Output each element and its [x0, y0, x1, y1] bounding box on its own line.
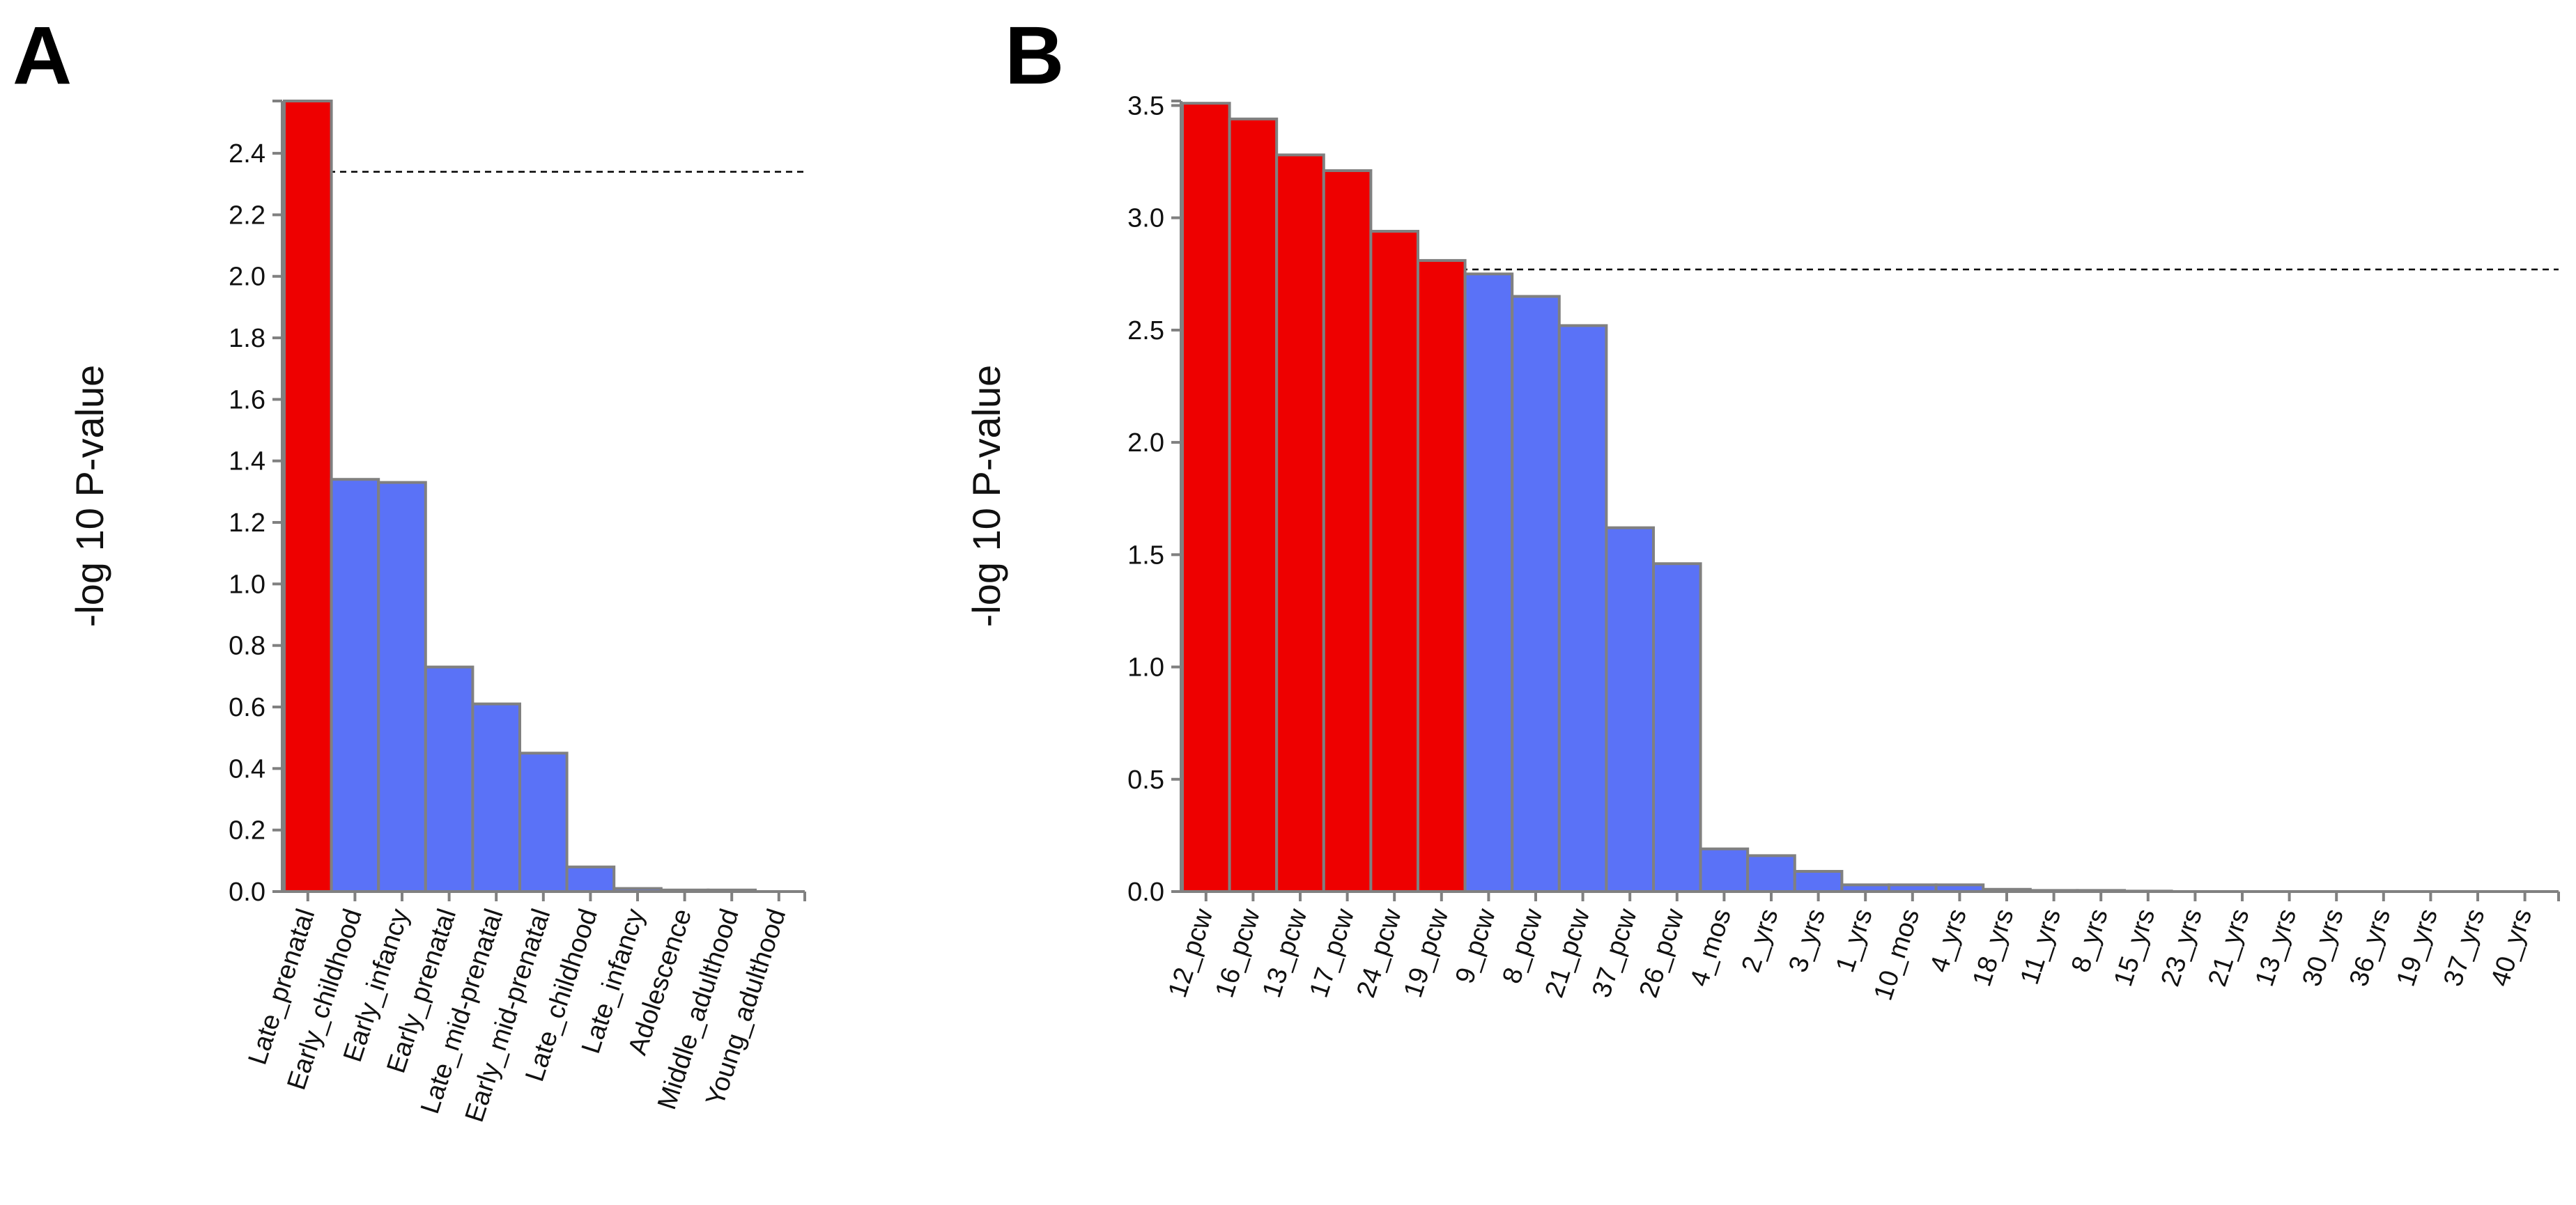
panel-b-y-tick-label: 2.0: [1127, 428, 1164, 458]
panel-a-y-tick-label: 1.4: [229, 447, 265, 476]
panel-b-bar: [1369, 230, 1420, 894]
panel-b-x-tick-label: 9_pcw: [1450, 905, 1502, 987]
panel-b-bar: [1463, 272, 1514, 893]
panel-a-y-tick-label: 2.4: [229, 139, 265, 169]
panel-b-x-tick-label: 21_yrs: [2203, 905, 2255, 990]
panel-b-y-tick-label: 1.5: [1127, 541, 1164, 570]
panel-b-x-tick-label: 40_yrs: [2485, 905, 2538, 990]
panel-a-y-tick-label: 0.6: [229, 693, 265, 722]
panel-b-x-tick-label: 2_yrs: [1736, 905, 1784, 976]
panel-a-y-tick-label: 0.2: [229, 816, 265, 846]
panel-b-bar: [1275, 153, 1325, 894]
panel-a-y-tick-label: 0.0: [229, 878, 265, 907]
panel-a-y-tick-label: 2.0: [229, 263, 265, 292]
panel-b-y-tick-label: 3.5: [1127, 91, 1164, 120]
panel-b-x-tick-label: 36_yrs: [2344, 905, 2396, 990]
panel-a-chart: A -log 10 P-value 0.0 0.2 0.4 0.6 0.8 1.0 1.2 1…: [13, 10, 806, 1126]
panel-b-bar: [1699, 847, 1750, 894]
panel-b-x-tick-label: 21_pcw: [1540, 905, 1596, 1001]
panel-b-x-tick-label: 8_yrs: [2066, 905, 2114, 976]
panel-b-x-tick-label: 19_pcw: [1398, 905, 1455, 1001]
panel-b-x-tick-label: 17_pcw: [1304, 905, 1361, 1001]
panel-b-chart: B -log 10 P-value 0.0 0.5 1.0 1.5 2.0 2.5 3.0 3…: [964, 10, 2560, 1004]
panel-b-bar: [1511, 295, 1561, 893]
panel-b-x-tick-label: 19_yrs: [2391, 905, 2444, 990]
panel-b-y-tick-label: 0.5: [1127, 765, 1164, 795]
panel-b-y-tick-label: 2.5: [1127, 316, 1164, 345]
panel-b-y-tick-label: 1.0: [1127, 653, 1164, 683]
panel-b-x-tick-label: 3_yrs: [1784, 905, 1832, 976]
panel-a-bar: [518, 752, 569, 894]
panel-a-letter: A: [13, 10, 72, 102]
panel-a-bar: [471, 702, 522, 893]
panel-b-x-tick-label: 16_pcw: [1210, 905, 1267, 1001]
panel-a-y-tick-label: 1.8: [229, 324, 265, 353]
panel-a-y-tick-label: 1.2: [229, 508, 265, 538]
panel-a-bar: [424, 665, 475, 893]
panel-b-x-tick-label: 8_pcw: [1497, 905, 1549, 987]
panel-a-y-tick-label: 0.4: [229, 754, 265, 784]
panel-b-y-axis-label: -log 10 P-value: [964, 365, 1008, 628]
panel-a-bar: [330, 478, 380, 893]
panel-b-x-tick-label: 10_mos: [1869, 905, 1926, 1004]
panel-b-x-tick-label: 23_yrs: [2156, 905, 2208, 990]
panel-b-x-tick-label: 18_yrs: [1967, 905, 2019, 990]
panel-b-x-tick-label: 15_yrs: [2108, 905, 2161, 990]
panel-b-bar: [1557, 324, 1608, 893]
panel-a-y-axis-label: -log 10 P-value: [68, 365, 111, 628]
panel-a-y-tick-label: 1.0: [229, 570, 265, 599]
panel-b-bar: [1181, 102, 1231, 893]
panel-b-bar: [1793, 869, 1844, 893]
panel-b-y-tick-label: 0.0: [1127, 878, 1164, 907]
panel-b-x-tick-label: 12_pcw: [1163, 905, 1219, 1001]
panel-b-bar: [1322, 169, 1373, 893]
panel-b-x-tick-label: 24_pcw: [1351, 905, 1407, 1001]
panel-b-x-tick-label: 26_pcw: [1634, 905, 1690, 1001]
panel-b-x-tick-label: 4_yrs: [1925, 905, 1973, 976]
panel-a-bar: [377, 481, 427, 893]
panel-a-y-tick-label: 0.8: [229, 632, 265, 661]
panel-a-bar: [565, 865, 616, 894]
panel-a-bar: [283, 100, 333, 893]
panel-b-x-tick-label: 30_yrs: [2297, 905, 2350, 990]
panel-b-bar: [1652, 562, 1702, 894]
panel-b-x-tick-label: 13_yrs: [2250, 905, 2302, 990]
panel-b-x-tick-label: 1_yrs: [1830, 905, 1879, 976]
panel-b-x-tick-label: 11_yrs: [2015, 905, 2067, 988]
panel-b-y-tick-label: 3.0: [1127, 204, 1164, 233]
panel-b-x-tick-label: 37_yrs: [2438, 905, 2490, 990]
panel-b-bar: [1228, 117, 1279, 894]
panel-b-bar: [1746, 854, 1796, 893]
panel-b-x-tick-label: 4_mos: [1685, 905, 1737, 990]
panel-a-y-tick-label: 1.6: [229, 385, 265, 414]
panel-b-letter: B: [1005, 10, 1064, 102]
panel-b-bar: [1605, 526, 1655, 893]
panel-b-x-tick-label: 37_pcw: [1587, 905, 1643, 1001]
panel-b-x-tick-label: 13_pcw: [1257, 905, 1313, 1001]
panel-a-y-tick-label: 2.2: [229, 201, 265, 230]
panel-b-bar: [1417, 258, 1467, 894]
